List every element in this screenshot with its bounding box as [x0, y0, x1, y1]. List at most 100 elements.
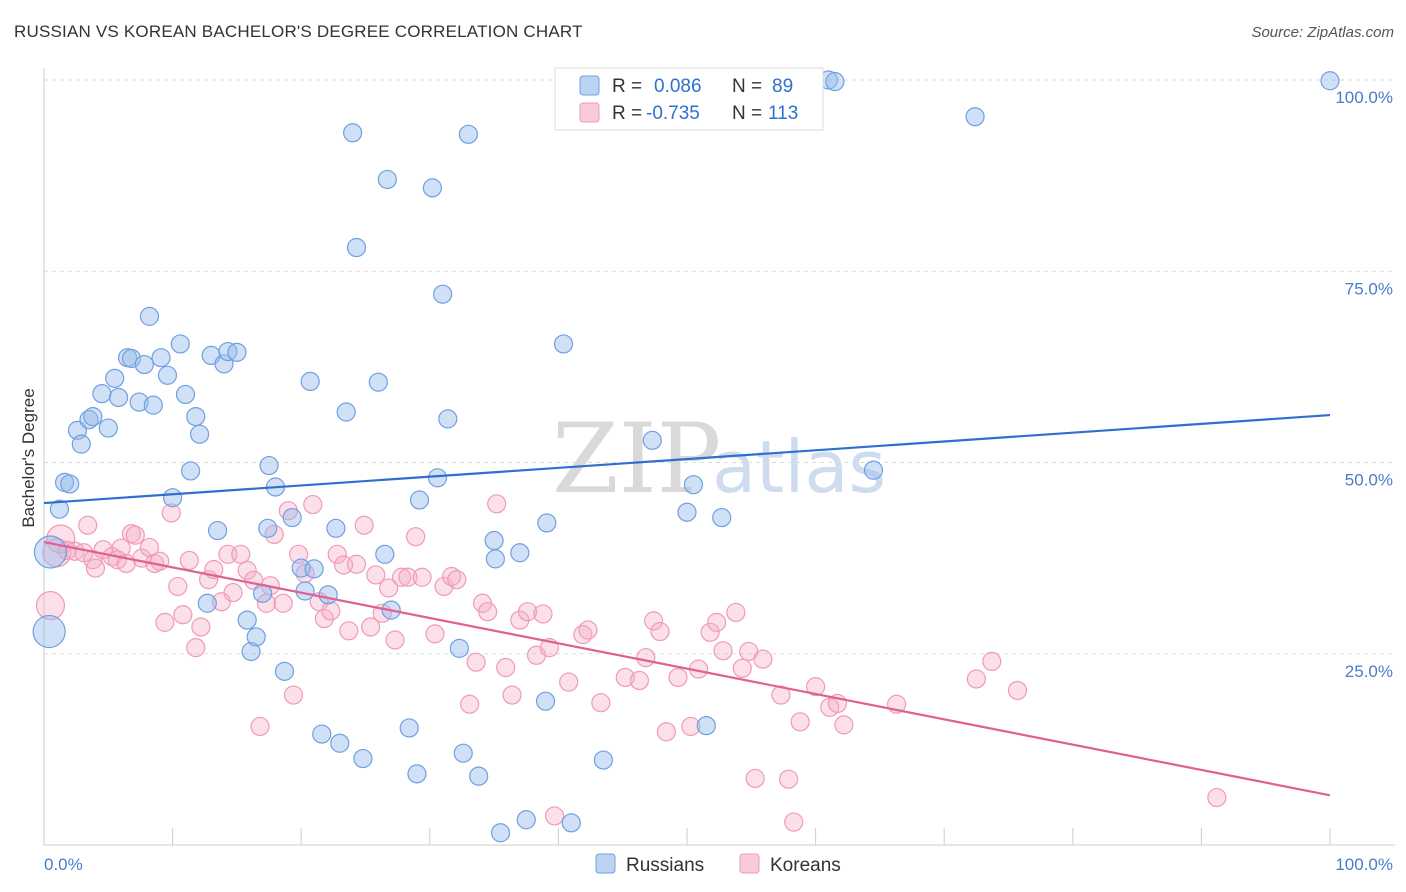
- koreans-point: [615, 667, 635, 688]
- russians-point: [295, 581, 315, 601]
- russians-point: [484, 530, 504, 551]
- russians-point: [696, 716, 716, 736]
- russians-point: [175, 384, 196, 405]
- russians-point: [98, 418, 118, 438]
- russians-point: [343, 123, 363, 143]
- legend-russians-swatch: [595, 853, 616, 874]
- trend-lines: [43, 413, 1331, 797]
- russians-point: [516, 810, 536, 830]
- russians-point: [129, 392, 149, 412]
- koreans-point: [327, 544, 347, 564]
- koreans-point: [125, 525, 145, 545]
- russians-point: [49, 499, 70, 519]
- koreans-point: [366, 565, 386, 585]
- koreans-point: [591, 693, 611, 713]
- koreans-point: [412, 567, 432, 587]
- koreans-point: [784, 812, 804, 832]
- koreans-point: [354, 515, 374, 535]
- koreans-point: [273, 593, 293, 613]
- russians-point: [304, 559, 324, 579]
- koreans-point: [656, 722, 677, 742]
- koreans-point: [346, 554, 367, 574]
- koreans-points: [35, 494, 1227, 832]
- legend-box: [554, 67, 824, 131]
- russians-point: [197, 593, 217, 613]
- koreans-point: [487, 494, 507, 514]
- russians-point: [433, 284, 453, 304]
- koreans-point: [231, 544, 251, 564]
- russians-point: [60, 474, 80, 494]
- russians-point: [163, 488, 183, 508]
- koreans-point: [237, 560, 257, 580]
- russians-point: [246, 627, 266, 647]
- legend-koreans-swatch: [739, 853, 760, 874]
- koreans-point: [544, 806, 565, 826]
- russians-n-value: 89: [772, 76, 793, 97]
- russians-point: [965, 107, 985, 127]
- russians-point: [825, 71, 845, 92]
- russians-point: [438, 409, 458, 429]
- russians-n-label: N =: [732, 76, 762, 97]
- russians-point: [1320, 71, 1340, 91]
- y-tick-label-3: 100.0%: [1335, 88, 1393, 107]
- russians-point: [399, 718, 419, 738]
- russians-point: [300, 371, 320, 392]
- russians-point: [190, 424, 210, 444]
- russians-point: [458, 124, 478, 144]
- russians-point: [346, 237, 367, 258]
- koreans-point: [155, 612, 175, 632]
- koreans-point: [339, 621, 359, 641]
- russians-point: [677, 502, 697, 522]
- koreans-point: [496, 657, 516, 678]
- koreans-point: [533, 604, 553, 624]
- koreans-point: [778, 769, 799, 789]
- russians-r-label: R =: [612, 76, 642, 97]
- russians-point: [108, 387, 129, 408]
- koreans-point: [398, 567, 418, 587]
- legend-russians-label: Russians: [626, 855, 704, 876]
- koreans-point: [559, 672, 579, 692]
- koreans-point: [161, 503, 181, 523]
- y-tick-labels: 25.0% 50.0% 75.0% 100.0%: [1335, 88, 1393, 681]
- russians-point: [33, 535, 68, 569]
- russians-point: [485, 549, 505, 569]
- koreans-point: [578, 620, 598, 640]
- koreans-point: [250, 716, 270, 737]
- y-tick-label-1: 50.0%: [1345, 471, 1393, 490]
- russians-point: [151, 348, 171, 368]
- russians-point: [510, 543, 530, 563]
- koreans-point: [321, 601, 341, 621]
- russians-point: [593, 750, 614, 770]
- legend-koreans-label: Koreans: [770, 855, 841, 876]
- russians-point: [863, 460, 884, 480]
- koreans-point: [385, 630, 405, 650]
- koreans-point: [745, 768, 765, 789]
- russians-point: [553, 334, 574, 354]
- koreans-point: [834, 715, 854, 735]
- koreans-point: [517, 602, 538, 622]
- koreans-point: [150, 551, 170, 571]
- watermark: ZIP atlas: [552, 403, 886, 515]
- russians-point: [259, 455, 279, 476]
- koreans-point: [391, 567, 412, 587]
- russians-point: [214, 354, 234, 374]
- koreans-point: [706, 612, 727, 632]
- russians-point: [409, 490, 430, 510]
- source-credit: Source: ZipAtlas.com: [1251, 24, 1394, 41]
- russians-point: [143, 395, 163, 415]
- russians-point: [490, 823, 511, 843]
- koreans-point: [790, 712, 810, 732]
- russians-swatch: [579, 75, 600, 96]
- russians-point: [326, 518, 346, 538]
- koreans-point: [186, 638, 206, 658]
- y-tick-label-0: 25.0%: [1345, 662, 1393, 681]
- koreans-point: [726, 602, 746, 623]
- russians-point: [258, 518, 278, 538]
- koreans-point: [85, 558, 106, 578]
- russians-point: [407, 764, 427, 784]
- russians-point: [336, 402, 356, 422]
- x-tick-label-min: 0.0%: [44, 855, 83, 874]
- koreans-point: [168, 576, 188, 597]
- russians-points: [32, 70, 1340, 843]
